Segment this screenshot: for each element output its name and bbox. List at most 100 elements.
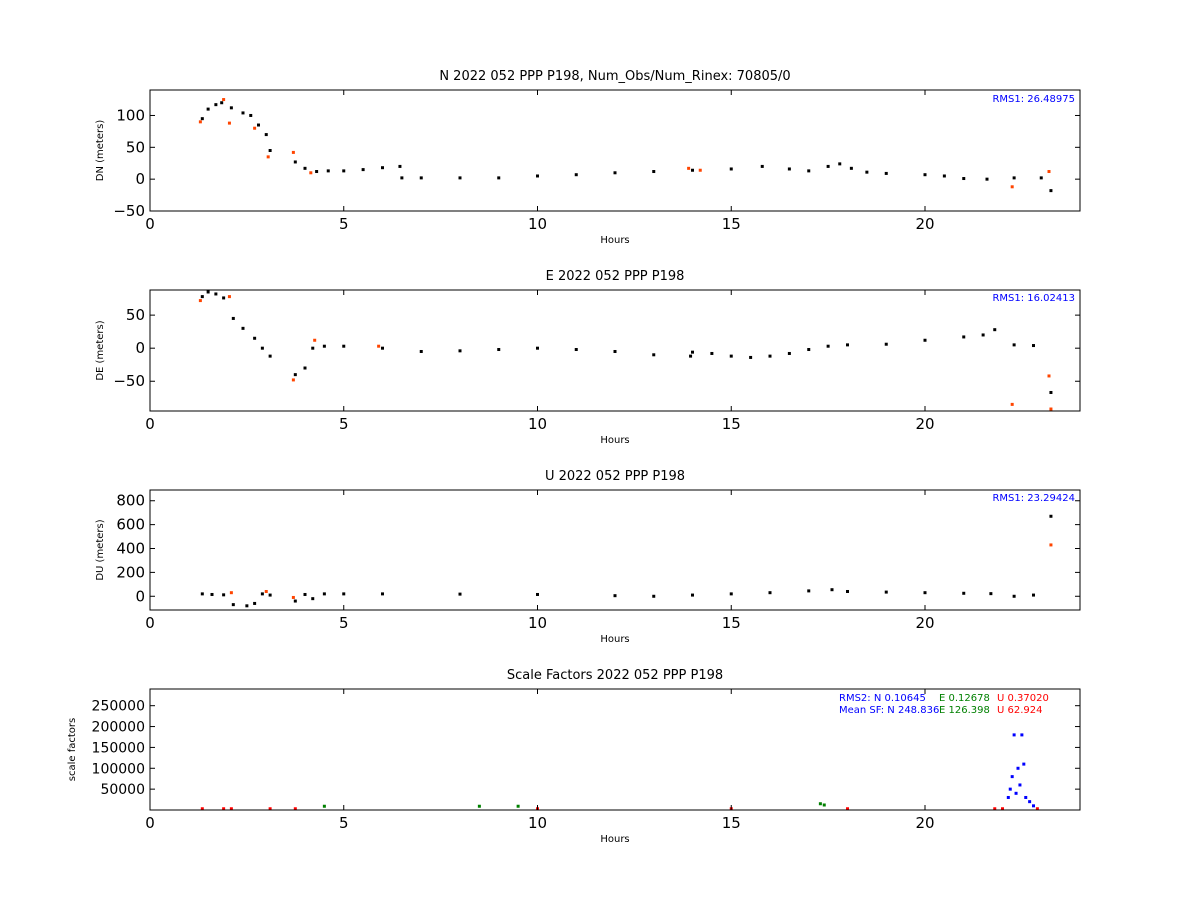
data-point [419,349,423,353]
data-point [1049,407,1053,411]
data-point [291,595,295,599]
data-point [315,170,319,174]
data-point [342,592,346,596]
data-point [1022,762,1026,766]
data-point [1014,791,1018,795]
data-point [687,166,691,170]
x-axis-label: Hours [600,235,629,246]
data-point [322,804,326,808]
data-point [1049,189,1053,193]
data-point [826,164,830,168]
data-point [200,592,204,596]
y-tick-label: 0 [135,587,145,605]
y-tick-label: 0 [135,339,145,357]
y-tick-label: 150000 [92,740,145,756]
data-point [400,176,404,180]
data-point [749,355,753,359]
data-point [1049,514,1053,518]
data-point [200,807,204,811]
data-point [458,176,462,180]
data-point [923,173,927,177]
data-point [830,588,834,592]
data-point [1001,807,1004,811]
data-point [322,344,326,348]
rms-annotation: Mean SF: N 248.836 [839,705,939,716]
data-point [497,176,501,180]
y-tick-label: 50 [126,306,145,324]
y-axis-label: DU (meters) [95,519,106,580]
data-point [652,594,656,598]
data-point [689,354,693,358]
data-point [1047,170,1051,174]
data-point [227,295,231,299]
data-point [691,593,694,597]
data-point [729,354,733,358]
data-point [710,351,714,355]
data-point [942,174,946,178]
data-point [807,169,811,173]
data-point [691,350,694,354]
data-point [198,299,202,303]
data-point [229,591,233,595]
y-axis-label: scale factors [67,718,78,781]
data-point [993,807,997,811]
data-point [1035,807,1039,811]
data-point [291,150,295,154]
data-point [1008,787,1012,791]
data-point [419,176,423,180]
data-point [222,807,226,811]
data-point [293,599,297,603]
data-point [293,160,297,164]
data-point [311,346,315,350]
series-1 [322,802,826,808]
y-tick-label: 200 [116,563,145,581]
data-point [865,170,869,174]
data-point [613,171,617,175]
rms-annotation: E 0.12678 [939,693,990,704]
data-point [760,164,764,168]
series-0 [200,514,1053,608]
data-point [787,167,791,171]
data-point [1012,733,1016,737]
data-point [266,155,270,159]
data-point [1020,733,1024,737]
series-1 [198,295,1053,411]
data-point [249,113,253,117]
data-point [1028,800,1032,804]
series-0 [200,101,1053,193]
data-point [1018,783,1022,787]
data-point [652,170,656,174]
y-tick-label: 250000 [92,699,145,715]
data-point [698,168,702,172]
axes-frame [149,289,1081,412]
data-point [574,173,578,177]
subplot-1: E 2022 052 PPP P198 0 5 10 15 20 −50 0 50 Hours DE… [95,269,1081,446]
data-point [1039,176,1043,180]
data-point [536,346,539,350]
data-point [220,101,224,105]
x-tick-label: 10 [528,215,547,233]
data-point [768,354,772,358]
rms-annotation: RMS1: 16.02413 [992,293,1075,304]
data-point [227,121,231,125]
data-point [818,802,822,806]
x-tick-label: 10 [528,614,547,632]
y-tick-label: −50 [113,372,145,390]
y-axis-label: DE (meters) [95,320,106,380]
data-point [846,589,849,593]
x-tick-label: 10 [528,814,547,832]
data-point [923,338,927,342]
data-point [729,167,733,171]
data-point [536,592,539,596]
data-point [1012,594,1016,598]
y-axis-label: DN (meters) [95,120,106,182]
data-point [210,592,214,596]
data-point [613,349,617,353]
data-point [807,589,811,593]
data-point [729,592,733,596]
data-point [268,149,272,152]
data-point [1010,775,1014,779]
series-1 [229,543,1053,599]
rms-annotation: RMS2: N 0.10645 [839,693,926,704]
x-tick-label: 0 [145,415,155,433]
